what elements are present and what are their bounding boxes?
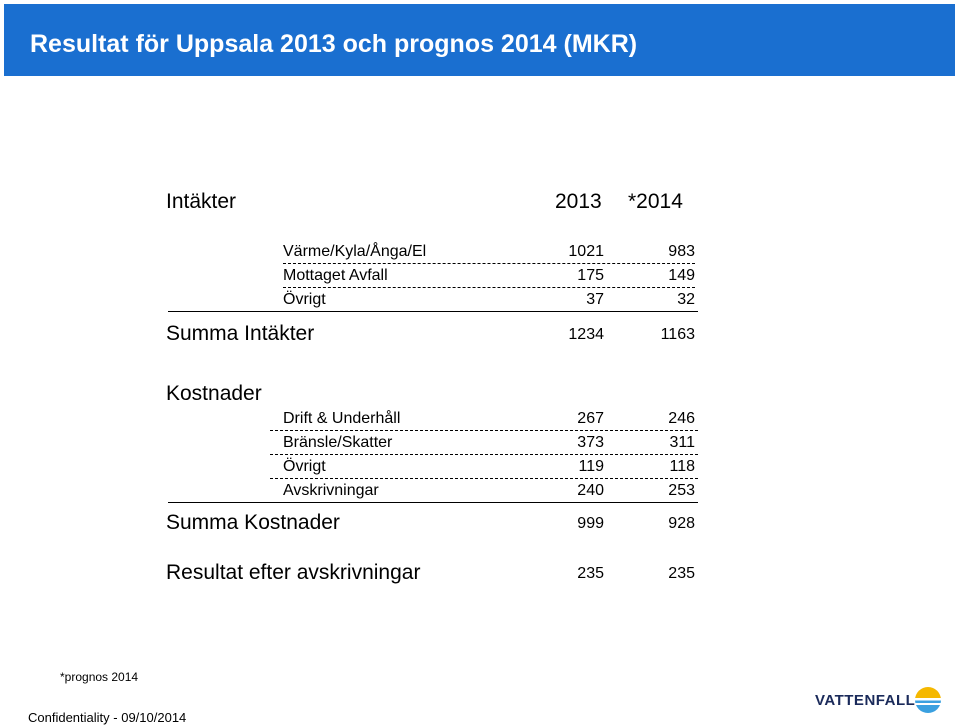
income-row-2014: 983 — [668, 243, 695, 260]
costs-total-2014: 928 — [668, 515, 695, 532]
result-label: Resultat efter avskrivningar — [166, 561, 421, 584]
cost-row-label: Bränsle/Skatter — [283, 434, 393, 451]
column-header-2013: 2013 — [555, 190, 602, 213]
column-header-2014: *2014 — [628, 190, 683, 213]
cost-row-2013: 119 — [578, 458, 604, 475]
row-divider — [283, 263, 695, 264]
income-row-2013: 1021 — [568, 243, 604, 260]
income-row-label: Mottaget Avfall — [283, 267, 388, 284]
cost-row-2014: 118 — [669, 458, 695, 475]
cost-row-label: Övrigt — [283, 458, 326, 475]
title-bar — [4, 4, 955, 76]
cost-row-2013: 240 — [577, 482, 604, 499]
vattenfall-sun-icon — [915, 687, 941, 713]
cost-row-2014: 311 — [669, 434, 695, 451]
costs-heading: Kostnader — [166, 382, 262, 405]
result-2014: 235 — [668, 565, 695, 582]
income-row-2013: 175 — [577, 267, 604, 284]
costs-total-label: Summa Kostnader — [166, 511, 340, 534]
cost-row-label: Drift & Underhåll — [283, 410, 401, 427]
row-divider — [270, 478, 698, 479]
row-divider — [270, 454, 698, 455]
cost-row-2013: 267 — [577, 410, 604, 427]
cost-row-2014: 246 — [668, 410, 695, 427]
confidentiality-label: Confidentiality - 09/10/2014 — [28, 710, 187, 725]
page-title: Resultat för Uppsala 2013 och prognos 20… — [30, 30, 638, 58]
logo-text: VATTENFALL — [815, 692, 916, 709]
costs-total-2013: 999 — [577, 515, 604, 532]
income-total-2014: 1163 — [660, 326, 695, 343]
cost-row-2013: 373 — [577, 434, 604, 451]
income-row-2013: 37 — [586, 291, 604, 308]
vattenfall-logo: VATTENFALL — [815, 683, 943, 717]
row-divider — [283, 287, 695, 288]
income-total-label: Summa Intäkter — [166, 322, 315, 345]
income-row-label: Övrigt — [283, 291, 326, 308]
income-row-2014: 32 — [677, 291, 695, 308]
income-row-2014: 149 — [668, 267, 695, 284]
row-divider — [270, 430, 698, 431]
income-row-label: Värme/Kyla/Ånga/El — [283, 243, 427, 260]
result-2013: 235 — [577, 565, 604, 582]
total-divider — [168, 502, 698, 503]
total-divider — [168, 311, 698, 312]
cost-row-2014: 253 — [668, 482, 695, 499]
income-heading: Intäkter — [166, 190, 237, 213]
cost-row-label: Avskrivningar — [283, 482, 379, 499]
income-total-2013: 1234 — [568, 326, 604, 343]
footnote: *prognos 2014 — [60, 670, 139, 684]
